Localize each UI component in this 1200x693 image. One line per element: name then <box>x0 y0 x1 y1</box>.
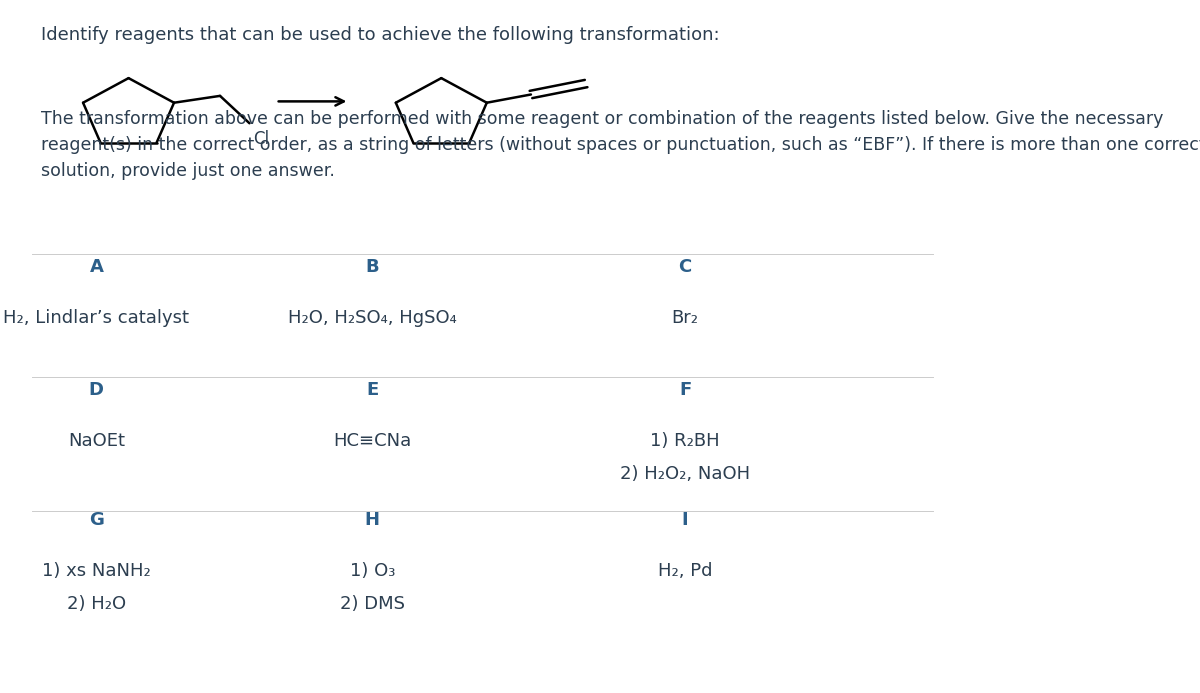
Text: HC≡CNa: HC≡CNa <box>334 432 412 450</box>
Text: H: H <box>365 511 380 529</box>
Text: 2) H₂O: 2) H₂O <box>67 595 126 613</box>
Text: Identify reagents that can be used to achieve the following transformation:: Identify reagents that can be used to ac… <box>41 26 720 44</box>
Text: H₂, Lindlar’s catalyst: H₂, Lindlar’s catalyst <box>4 309 190 327</box>
Text: The transformation above can be performed with some reagent or combination of th: The transformation above can be performe… <box>41 110 1200 179</box>
Text: F: F <box>679 381 691 399</box>
Text: 1) R₂BH: 1) R₂BH <box>650 432 720 450</box>
Text: Cl: Cl <box>253 130 269 148</box>
Text: 2) DMS: 2) DMS <box>340 595 404 613</box>
Text: 2) H₂O₂, NaOH: 2) H₂O₂, NaOH <box>620 465 750 483</box>
Text: I: I <box>682 511 689 529</box>
Text: G: G <box>89 511 103 529</box>
Text: Br₂: Br₂ <box>672 309 698 327</box>
Text: NaOEt: NaOEt <box>68 432 125 450</box>
Text: 1) O₃: 1) O₃ <box>349 562 395 580</box>
Text: H₂, Pd: H₂, Pd <box>658 562 713 580</box>
Text: A: A <box>90 258 103 276</box>
Text: B: B <box>366 258 379 276</box>
Text: D: D <box>89 381 104 399</box>
Text: 1) xs NaNH₂: 1) xs NaNH₂ <box>42 562 151 580</box>
Text: H₂O, H₂SO₄, HgSO₄: H₂O, H₂SO₄, HgSO₄ <box>288 309 457 327</box>
Text: C: C <box>678 258 691 276</box>
Text: E: E <box>366 381 378 399</box>
